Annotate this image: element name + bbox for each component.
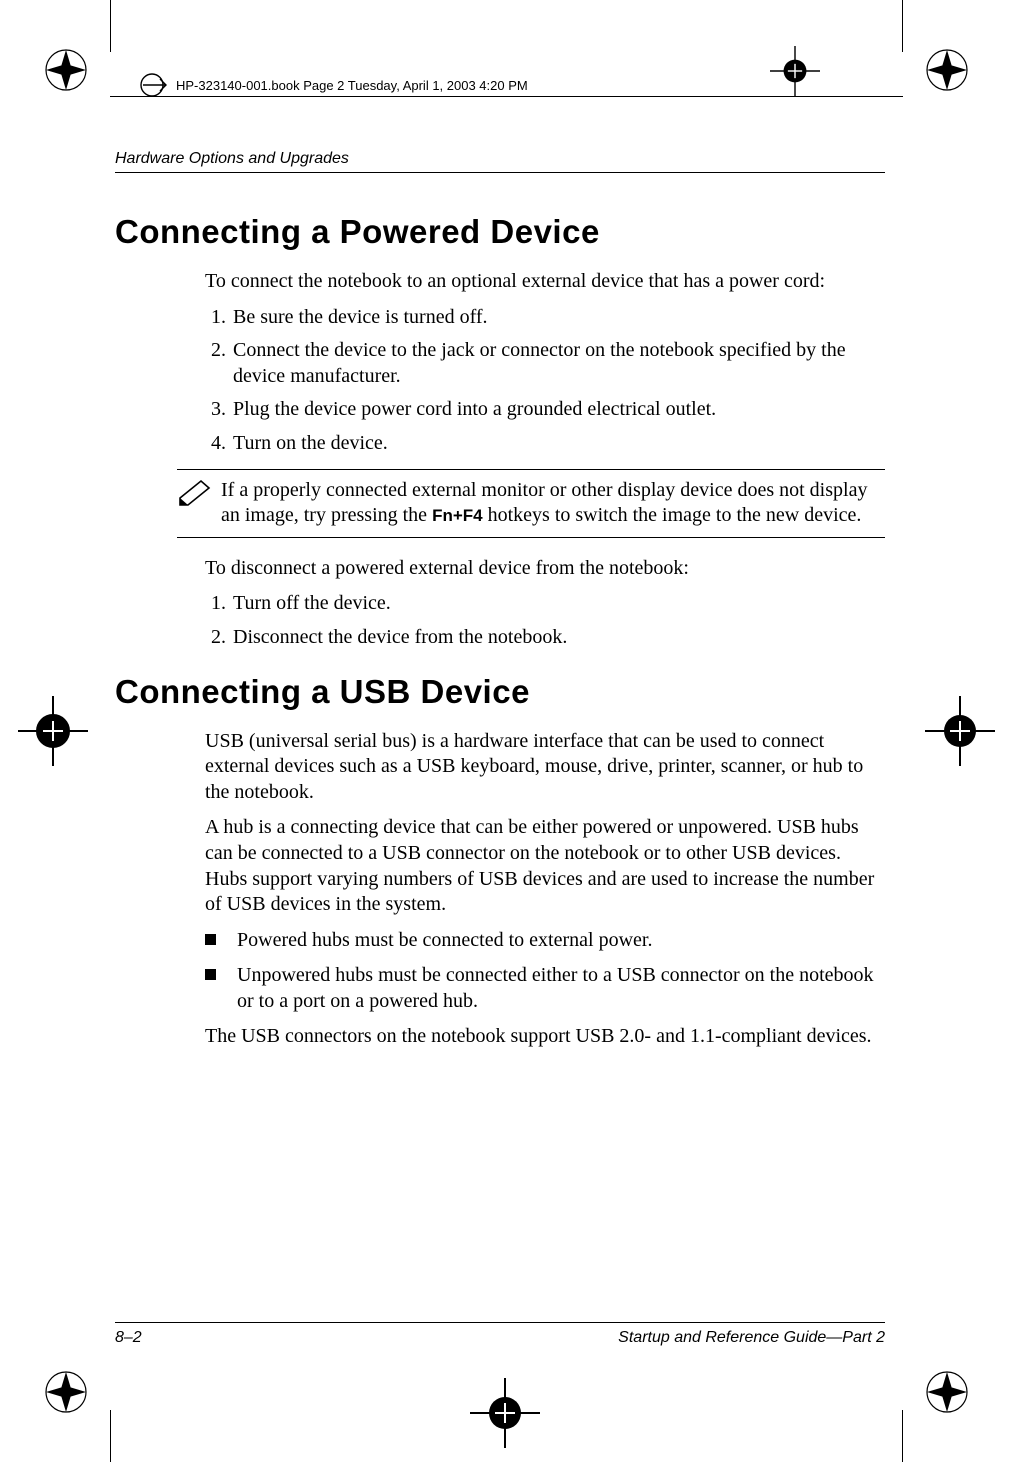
footer-right: Startup and Reference Guide—Part 2 [618,1329,885,1347]
list-item: Disconnect the device from the notebook. [231,625,885,651]
note-block: If a properly connected external monitor… [177,469,885,538]
crosshair-icon [470,1378,540,1448]
crosshair-icon [925,696,995,766]
page-content: Hardware Options and Upgrades Connecting… [115,150,885,1060]
registration-mark-icon [44,48,88,92]
arrow-right-icon [140,71,168,99]
intro-text: To connect the notebook to an optional e… [205,269,885,295]
registration-mark-icon [44,1370,88,1414]
usb-p1: USB (universal serial bus) is a hardware… [205,729,885,806]
registration-mark-icon [925,1370,969,1414]
header-tag-text: HP-323140-001.book Page 2 Tuesday, April… [176,78,528,93]
crop-mark [902,1410,903,1462]
crop-mark [902,0,903,52]
list-item: Be sure the device is turned off. [231,305,885,331]
disconnect-steps-list: Turn off the device. Disconnect the devi… [205,591,885,650]
heading-connecting-usb-device: Connecting a USB Device [115,673,885,711]
running-head: Hardware Options and Upgrades [115,150,885,173]
heading-connecting-powered-device: Connecting a Powered Device [115,213,885,251]
note-key: Fn+F4 [432,506,483,525]
note-post: hotkeys to switch the image to the new d… [483,504,862,526]
header-rule [110,96,903,97]
list-item: Turn off the device. [231,591,885,617]
footer: 8–2 Startup and Reference Guide—Part 2 [115,1322,885,1347]
note-text: If a properly connected external monitor… [221,478,885,529]
disconnect-intro: To disconnect a powered external device … [205,556,885,582]
list-item: Plug the device power cord into a ground… [231,397,885,423]
list-item: Turn on the device. [231,431,885,457]
pencil-note-icon [177,478,215,508]
crosshair-icon [18,696,88,766]
usb-p3: The USB connectors on the notebook suppo… [205,1024,885,1050]
footer-left: 8–2 [115,1329,142,1347]
list-item: Connect the device to the jack or connec… [231,338,885,389]
crop-mark [110,0,111,52]
crop-mark [110,1410,111,1462]
usb-bullets: Powered hubs must be connected to extern… [205,928,885,1015]
disconnect-body: To disconnect a powered external device … [205,556,885,651]
usb-p2: A hub is a connecting device that can be… [205,815,885,917]
section1-body: To connect the notebook to an optional e… [205,269,885,457]
registration-mark-icon [925,48,969,92]
crosshair-icon [770,46,820,96]
frame-header-tag: HP-323140-001.book Page 2 Tuesday, April… [140,71,528,99]
connect-steps-list: Be sure the device is turned off. Connec… [205,305,885,457]
list-item: Unpowered hubs must be connected either … [205,963,885,1014]
section2-body: USB (universal serial bus) is a hardware… [205,729,885,1051]
list-item: Powered hubs must be connected to extern… [205,928,885,954]
